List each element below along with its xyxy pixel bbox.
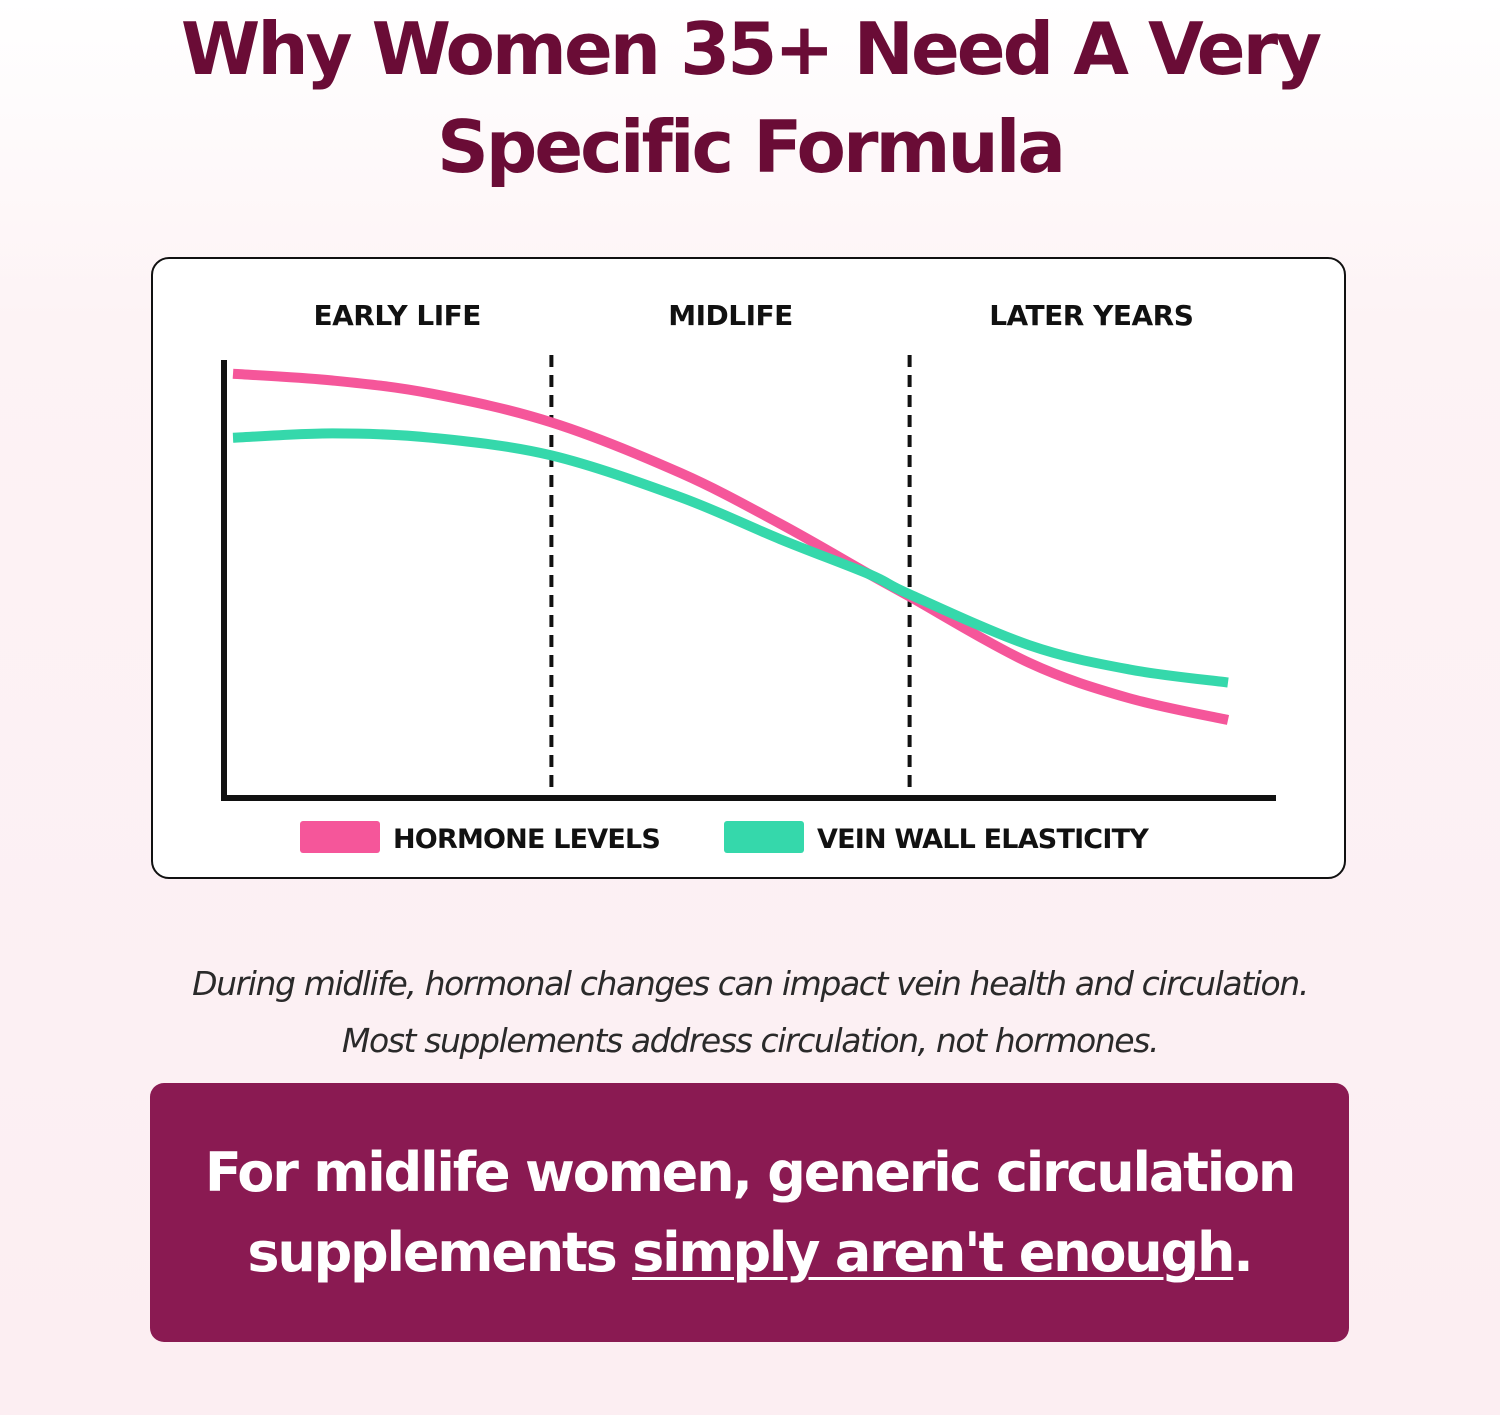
phase-label-midlife: MIDLIFE	[668, 299, 793, 332]
chart-caption: During midlife, hormonal changes can imp…	[0, 955, 1500, 1069]
series-lines	[232, 368, 1230, 725]
legend-swatch-vein-wall-elasticity	[724, 821, 804, 853]
series-line-hormone-levels	[232, 368, 1230, 725]
chart-card: EARLY LIFE MIDLIFE LATER YEARS HORMONE LEV…	[151, 257, 1346, 879]
caption-line-2: Most supplements address circulation, no…	[341, 1021, 1160, 1060]
page-title-line-1: Why Women 35+ Need A Very	[180, 7, 1322, 91]
phase-dividers	[549, 355, 912, 795]
hormone-vein-chart: EARLY LIFE MIDLIFE LATER YEARS HORMONE LEV…	[221, 299, 1276, 855]
callout-text: For midlife women, generic circulation s…	[204, 1133, 1297, 1293]
page-title-line-2: Specific Formula	[436, 105, 1066, 189]
callout-line-2: supplements simply aren't enough.	[205, 1213, 1294, 1293]
legend-swatch-hormone-levels	[300, 821, 380, 853]
callout-line-2-plain: supplements	[247, 1220, 633, 1284]
callout-line-2-end: .	[1233, 1220, 1254, 1284]
phase-label-early-life: EARLY LIFE	[314, 299, 481, 332]
caption-line-1: During midlife, hormonal changes can imp…	[192, 964, 1309, 1003]
callout-line-1: For midlife women, generic circulation	[204, 1140, 1297, 1204]
callout-emphasis: simply aren't enough	[632, 1220, 1235, 1284]
phase-label-later-years: LATER YEARS	[989, 299, 1193, 332]
legend-label-vein-wall-elasticity: VEIN WALL ELASTICITY	[817, 824, 1149, 855]
callout-banner: For midlife women, generic circulation s…	[150, 1083, 1349, 1342]
chart-legend: HORMONE LEVELS VEIN WALL ELASTICITY	[300, 821, 1150, 855]
chart-axes	[221, 360, 1276, 801]
legend-label-hormone-levels: HORMONE LEVELS	[393, 824, 660, 855]
series-line-vein-wall-elasticity	[232, 428, 1229, 688]
page-title: Why Women 35+ Need A Very Specific Formu…	[0, 0, 1500, 196]
phase-labels: EARLY LIFE MIDLIFE LATER YEARS	[314, 299, 1194, 332]
